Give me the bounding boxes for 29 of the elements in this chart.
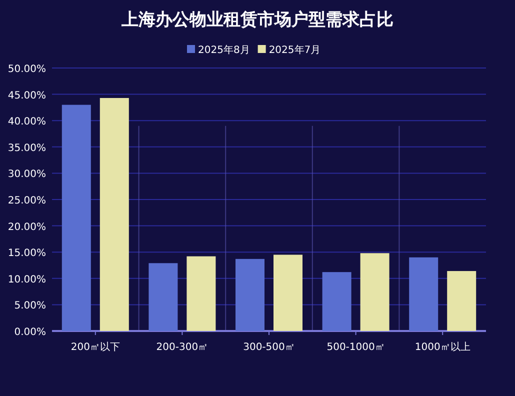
x-tick-label: 1000㎡以上 [414,341,470,353]
y-tick-label: 50.00% [8,64,46,75]
bar [100,98,129,331]
y-tick-label: 25.00% [8,196,46,206]
y-tick-label: 10.00% [8,274,46,286]
bar [409,257,438,331]
y-tick-label: 30.00% [8,169,46,180]
bar [62,104,91,331]
y-tick-label: 35.00% [8,142,46,154]
y-tick-label: 20.00% [8,222,46,233]
x-tick-label: 300-500㎡ [243,342,295,353]
y-tick-label: 0.00% [14,327,46,338]
x-tick-label: 500-1000㎡ [326,342,385,353]
bar [447,271,476,331]
x-tick-label: 200㎡以下 [70,341,120,353]
chart-title: 上海办公物业租赁市场户型需求占比 [120,10,394,30]
bar [274,254,302,331]
legend-label: 2025年8月 [198,44,250,56]
y-tick-label: 40.00% [8,116,46,128]
bar [148,263,178,331]
legend-label: 2025年7月 [268,44,321,56]
y-tick-label: 45.00% [8,90,46,102]
bar [236,258,264,331]
bar [360,253,390,331]
y-tick-label: 15.00% [8,248,46,260]
x-tick-label: 200-300㎡ [156,342,208,353]
bar [186,256,216,331]
y-tick-label: 5.00% [14,300,46,312]
bar [322,272,352,331]
